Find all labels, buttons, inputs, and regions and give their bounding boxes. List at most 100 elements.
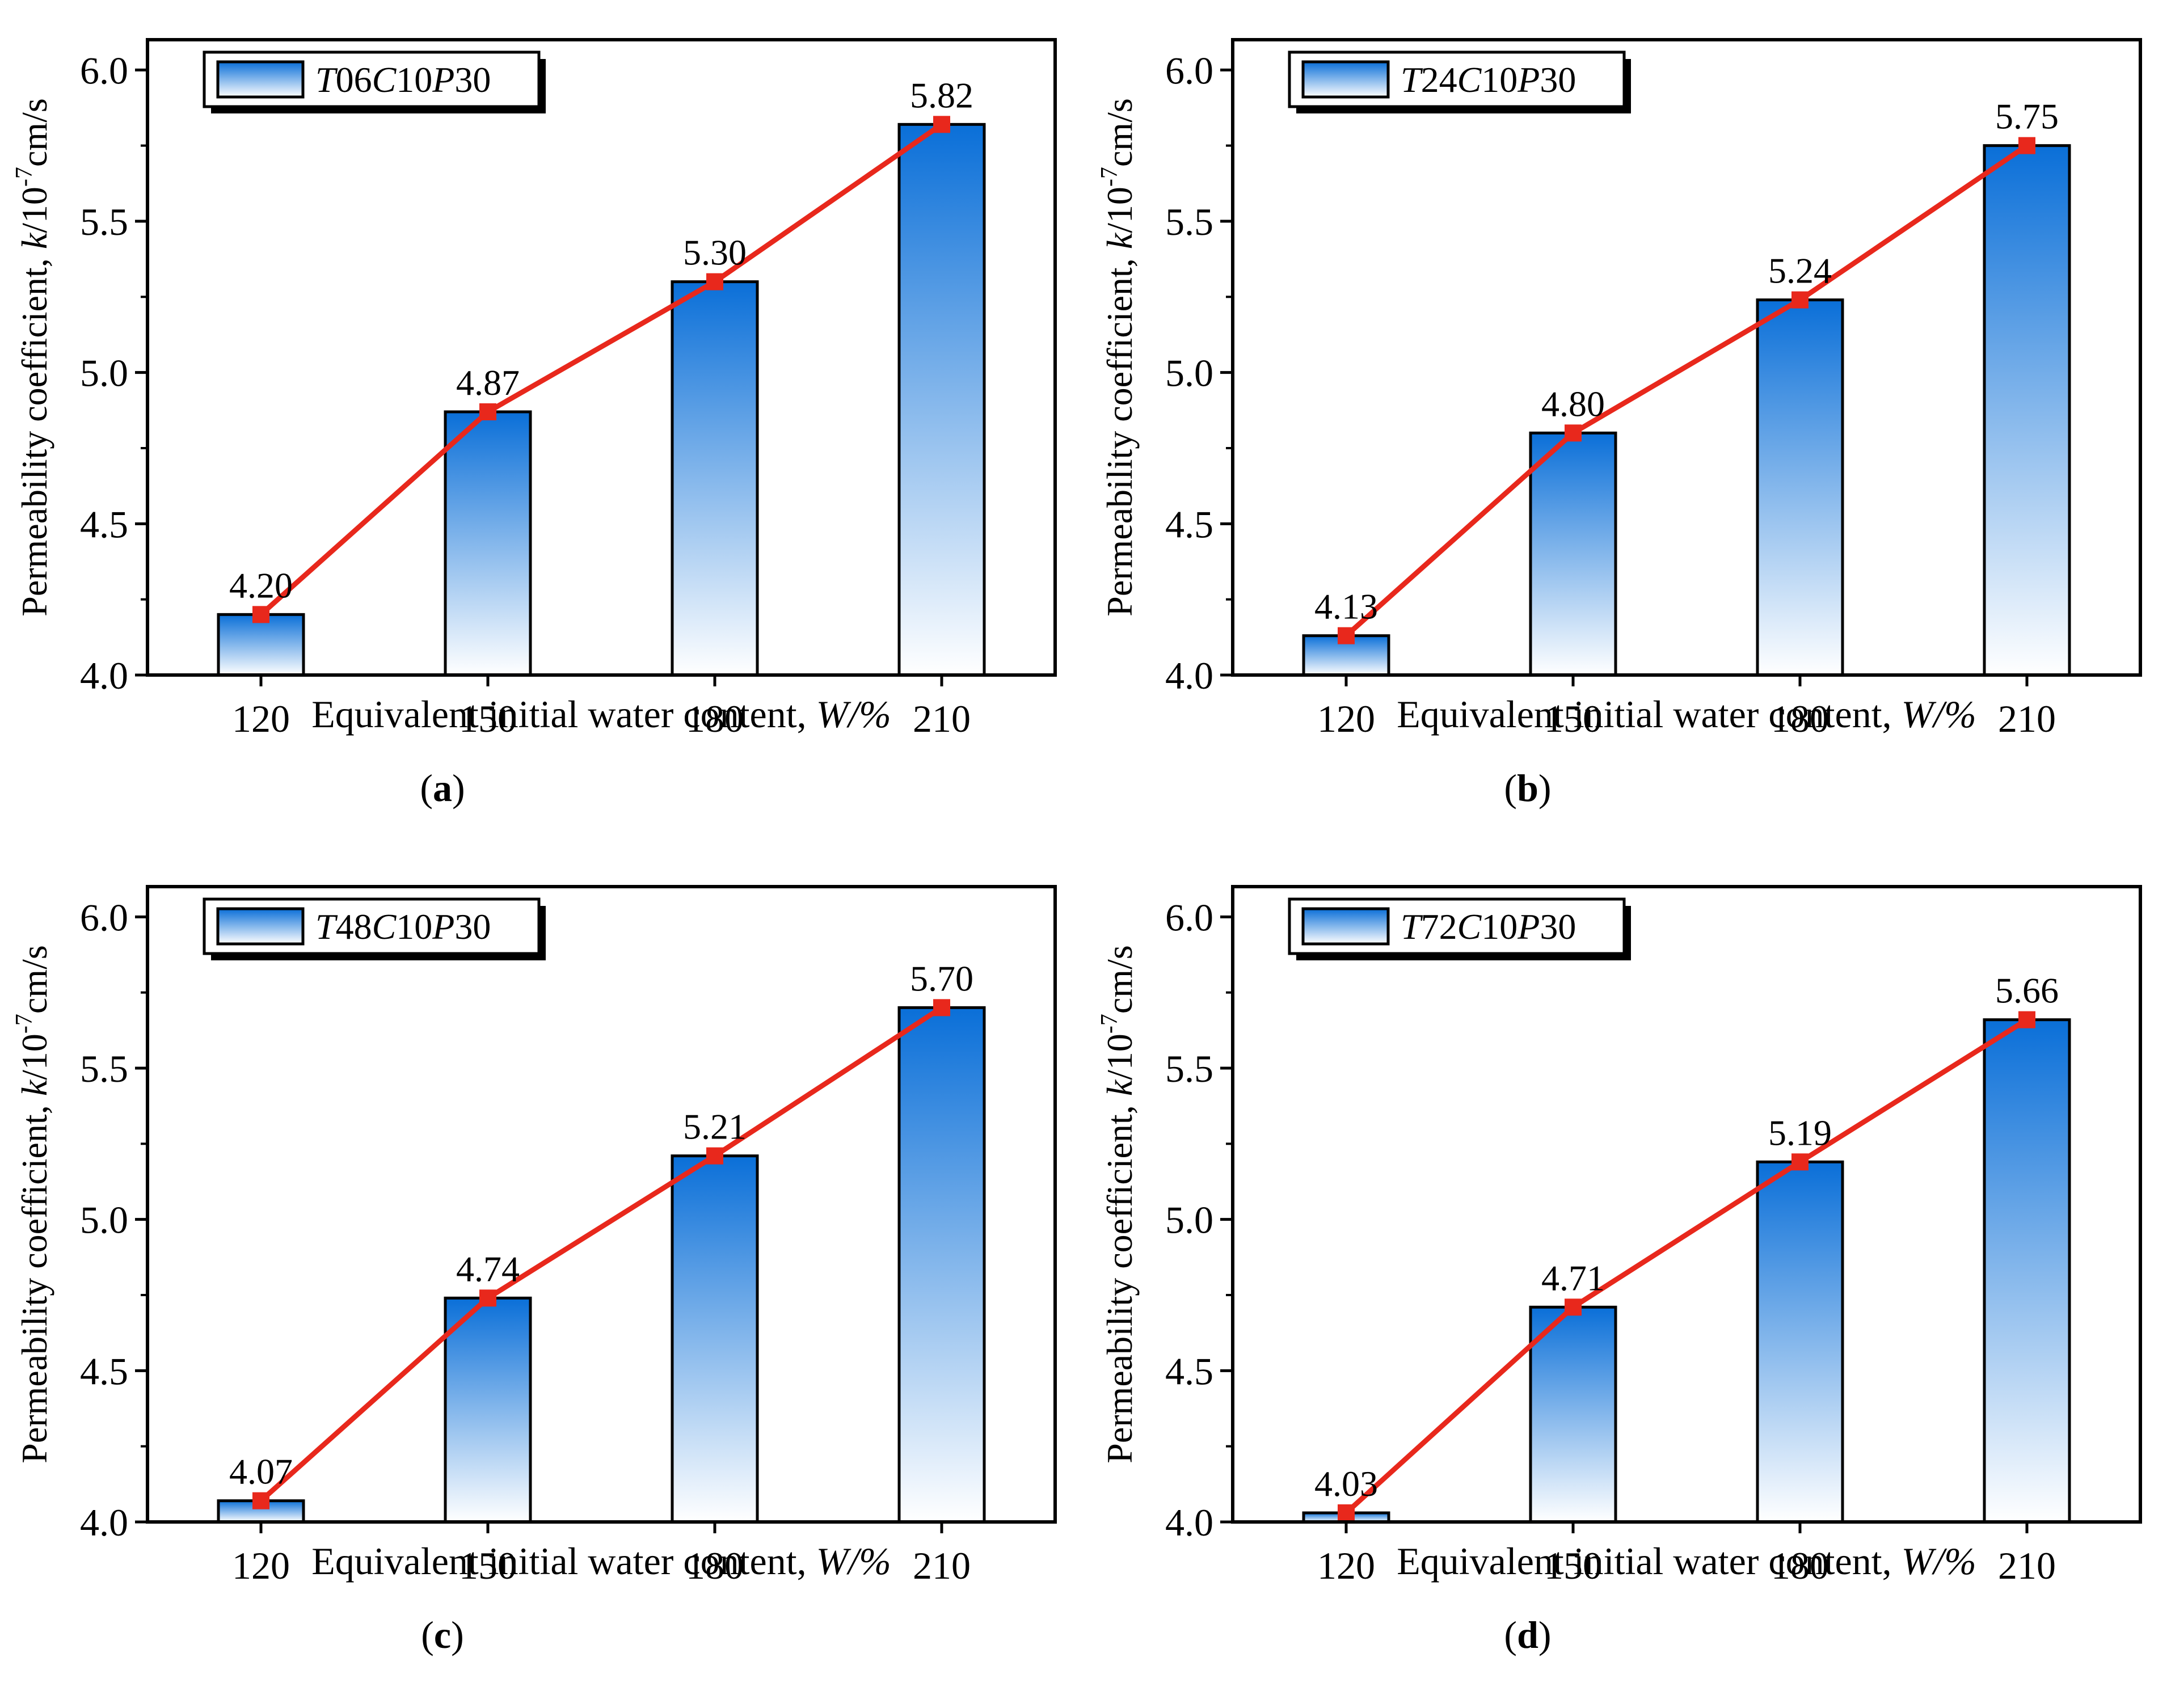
legend-label: T72C10P30 bbox=[1401, 906, 1576, 947]
bar-180 bbox=[671, 1154, 759, 1524]
bar-120 bbox=[217, 613, 305, 677]
y-tick-label: 4.5 bbox=[1165, 503, 1213, 546]
series-line bbox=[1344, 143, 2029, 638]
x-tick-label: 180 bbox=[686, 1544, 744, 1587]
x-tick-label: 120 bbox=[1317, 1544, 1375, 1587]
x-tick-label: 180 bbox=[686, 697, 744, 740]
x-tick-label: 150 bbox=[459, 697, 517, 740]
data-label: 4.87 bbox=[456, 362, 520, 403]
y-axis-title: Permeability coefficient, k/10-7cm/s bbox=[11, 98, 54, 617]
line-marker-210 bbox=[933, 999, 950, 1017]
y-tick-label: 6.0 bbox=[1165, 896, 1213, 939]
chart-svg-d: 4.0 4.5 5.0 5.5 6.0 4.03 4.71 5.19 5.66 120 150 180… bbox=[1097, 885, 2142, 1656]
y-tick-label: 4.0 bbox=[80, 1501, 128, 1544]
bar-150 bbox=[1529, 431, 1617, 677]
data-label: 4.71 bbox=[1541, 1258, 1605, 1298]
legend-swatch bbox=[1301, 60, 1390, 99]
x-tick-label: 210 bbox=[913, 697, 971, 740]
panel-label: (a) bbox=[420, 766, 465, 809]
panel-label: (c) bbox=[421, 1613, 464, 1656]
x-tick-label: 150 bbox=[1544, 697, 1602, 740]
line-marker-150 bbox=[1565, 1298, 1582, 1316]
bar-180 bbox=[671, 280, 759, 677]
chart-panel-c: 4.0 4.5 5.0 5.5 6.0 4.07 4.74 5.21 5.70 120 150 180… bbox=[0, 847, 1085, 1701]
x-tick-label: 210 bbox=[913, 1544, 971, 1587]
x-axis-title: Equivalent initial water content, W/% bbox=[1397, 693, 1976, 736]
line-marker-180 bbox=[706, 1147, 723, 1165]
chart-panel-b: 4.0 4.5 5.0 5.5 6.0 4.13 4.80 5.24 5.75 120 150 180… bbox=[1085, 0, 2170, 854]
bar-210 bbox=[1983, 1018, 2071, 1524]
y-tick-label: 4.0 bbox=[1165, 1501, 1213, 1544]
data-label: 5.21 bbox=[683, 1107, 747, 1147]
series-line bbox=[259, 122, 943, 617]
line-marker-120 bbox=[252, 606, 269, 623]
legend-label: T06C10P30 bbox=[315, 60, 491, 100]
legend-label: T48C10P30 bbox=[315, 906, 491, 947]
bar-150 bbox=[444, 410, 532, 677]
line-marker-180 bbox=[1791, 291, 1809, 309]
line-marker-120 bbox=[1338, 627, 1355, 644]
y-tick-label: 5.5 bbox=[80, 1047, 128, 1090]
y-tick-label: 4.5 bbox=[1165, 1349, 1213, 1393]
y-tick-label: 5.5 bbox=[1165, 1047, 1213, 1090]
y-axis-title: Permeability coefficient, k/10-7cm/s bbox=[11, 945, 54, 1464]
chart-panel-a: 4.0 4.5 5.0 5.5 6.0 4.20 4.87 5.30 5.82 120 150 180… bbox=[0, 0, 1085, 854]
y-tick-label: 5.0 bbox=[80, 352, 128, 395]
x-tick-label: 150 bbox=[459, 1544, 517, 1587]
bar-210 bbox=[897, 123, 986, 677]
data-label: 4.80 bbox=[1541, 383, 1605, 424]
data-label: 5.24 bbox=[1768, 251, 1832, 291]
line-marker-180 bbox=[706, 273, 723, 290]
data-label: 5.66 bbox=[1995, 971, 2059, 1011]
x-tick-label: 120 bbox=[232, 1544, 290, 1587]
plot-frame bbox=[1231, 38, 2142, 677]
bar-150 bbox=[444, 1296, 532, 1524]
bar-180 bbox=[1756, 1160, 1844, 1524]
x-axis-title: Equivalent initial water content, W/% bbox=[1397, 1540, 1976, 1583]
bar-180 bbox=[1756, 298, 1844, 677]
line-marker-210 bbox=[2018, 137, 2035, 154]
chart-svg-b: 4.0 4.5 5.0 5.5 6.0 4.13 4.80 5.24 5.75 120 150 180… bbox=[1097, 38, 2142, 809]
x-tick-label: 180 bbox=[1771, 1544, 1829, 1587]
x-tick-label: 210 bbox=[1998, 697, 2056, 740]
y-axis-title: Permeability coefficient, k/10-7cm/s bbox=[1097, 98, 1140, 617]
legend-swatch bbox=[216, 60, 305, 99]
data-label: 4.74 bbox=[456, 1249, 520, 1289]
x-tick-label: 120 bbox=[1317, 697, 1375, 740]
y-tick-label: 5.5 bbox=[1165, 200, 1213, 243]
plot-frame bbox=[146, 38, 1057, 677]
data-label: 5.82 bbox=[910, 75, 973, 115]
chart-svg-c: 4.0 4.5 5.0 5.5 6.0 4.07 4.74 5.21 5.70 120 150 180… bbox=[11, 885, 1057, 1656]
data-label: 4.07 bbox=[229, 1452, 293, 1492]
line-marker-210 bbox=[2018, 1011, 2035, 1028]
line-marker-150 bbox=[479, 1289, 496, 1307]
x-tick-label: 210 bbox=[1998, 1544, 2056, 1587]
y-tick-label: 5.0 bbox=[1165, 1199, 1213, 1242]
line-marker-210 bbox=[933, 116, 950, 133]
line-marker-120 bbox=[252, 1492, 269, 1509]
panel-label: (d) bbox=[1504, 1613, 1551, 1656]
series-line bbox=[259, 1005, 943, 1503]
y-axis-title: Permeability coefficient, k/10-7cm/s bbox=[1097, 945, 1140, 1464]
x-tick-label: 120 bbox=[232, 697, 290, 740]
plot-frame bbox=[1231, 885, 2142, 1524]
bar-210 bbox=[897, 1006, 986, 1524]
chart-panel-d: 4.0 4.5 5.0 5.5 6.0 4.03 4.71 5.19 5.66 120 150 180… bbox=[1085, 847, 2170, 1701]
y-tick-label: 6.0 bbox=[80, 896, 128, 939]
y-tick-label: 5.0 bbox=[1165, 352, 1213, 395]
data-label: 5.70 bbox=[910, 958, 973, 998]
y-tick-label: 5.0 bbox=[80, 1199, 128, 1242]
legend-label: T24C10P30 bbox=[1401, 60, 1576, 100]
data-label: 5.75 bbox=[1995, 96, 2059, 137]
bar-150 bbox=[1529, 1305, 1617, 1524]
line-marker-150 bbox=[1565, 424, 1582, 442]
y-tick-label: 6.0 bbox=[80, 49, 128, 92]
data-label: 4.20 bbox=[229, 565, 293, 605]
data-label: 5.19 bbox=[1768, 1112, 1832, 1153]
data-label: 4.13 bbox=[1314, 587, 1378, 627]
y-tick-label: 4.0 bbox=[80, 654, 128, 697]
x-tick-label: 180 bbox=[1771, 697, 1829, 740]
bar-210 bbox=[1983, 144, 2071, 677]
y-tick-label: 4.0 bbox=[1165, 654, 1213, 697]
x-axis-title: Equivalent initial water content, W/% bbox=[311, 1540, 891, 1583]
